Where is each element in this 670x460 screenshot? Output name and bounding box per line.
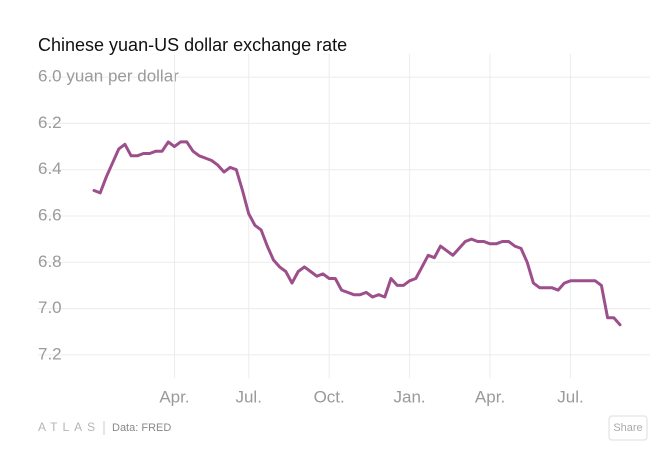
- y-tick-label: 6.4: [38, 159, 62, 178]
- x-tick-label: Jan.: [394, 387, 426, 406]
- x-tick-label: Jul.: [557, 387, 583, 406]
- x-tick-label: Apr.: [159, 387, 189, 406]
- share-button[interactable]: [608, 415, 648, 441]
- x-tick-label: Apr.: [475, 387, 505, 406]
- y-tick-label: 6.0 yuan per dollar: [38, 67, 179, 86]
- source: Data: FRED: [112, 422, 171, 434]
- y-tick-label: 7.0: [38, 298, 62, 317]
- chart-title: Chinese yuan-US dollar exchange rate: [38, 35, 347, 55]
- x-tick-label: Oct.: [314, 387, 345, 406]
- axes: 6.0 yuan per dollar 6.2 6.4 6.6 6.8 7.0 7.2 Apr…: [38, 54, 650, 406]
- x-tick-label: Jul.: [235, 387, 261, 406]
- y-tick-label: 7.2: [38, 344, 62, 363]
- y-tick-label: 6.6: [38, 205, 62, 224]
- y-tick-label: 6.8: [38, 252, 62, 271]
- y-tick-label: 6.2: [38, 113, 62, 132]
- share-label[interactable]: Share: [613, 422, 642, 434]
- line-series: [92, 140, 622, 327]
- logo: ATLAS: [38, 420, 100, 434]
